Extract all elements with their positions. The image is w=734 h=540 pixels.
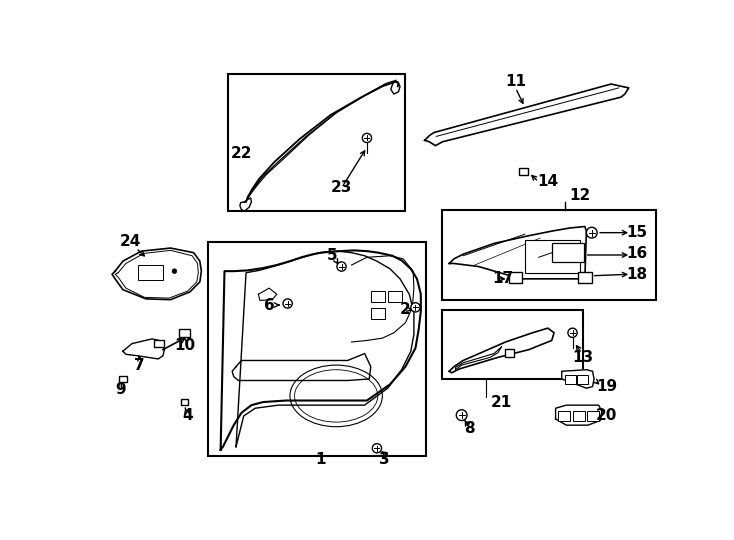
Text: 9: 9 bbox=[115, 382, 126, 397]
Text: 23: 23 bbox=[331, 180, 352, 195]
Text: 24: 24 bbox=[120, 234, 141, 249]
Bar bbox=[208, 242, 426, 456]
Circle shape bbox=[568, 328, 577, 338]
Circle shape bbox=[372, 444, 382, 453]
Polygon shape bbox=[556, 405, 602, 425]
Text: 4: 4 bbox=[182, 408, 193, 423]
Text: 5: 5 bbox=[327, 248, 338, 264]
Circle shape bbox=[172, 269, 177, 273]
Bar bbox=[519, 167, 528, 174]
Bar bbox=[505, 349, 514, 356]
Text: 11: 11 bbox=[505, 74, 526, 89]
Bar bbox=[371, 291, 385, 302]
Polygon shape bbox=[221, 251, 421, 450]
Polygon shape bbox=[562, 370, 594, 388]
Bar bbox=[509, 272, 523, 283]
Text: 6: 6 bbox=[264, 298, 275, 313]
Text: 16: 16 bbox=[627, 246, 648, 261]
Bar bbox=[138, 265, 163, 280]
Circle shape bbox=[363, 133, 371, 143]
Bar bbox=[525, 240, 580, 273]
Circle shape bbox=[283, 299, 292, 308]
Text: 19: 19 bbox=[596, 379, 617, 394]
Text: 12: 12 bbox=[570, 188, 591, 203]
Text: 21: 21 bbox=[491, 395, 512, 409]
Polygon shape bbox=[425, 84, 629, 146]
Polygon shape bbox=[112, 248, 201, 300]
Bar bbox=[228, 74, 405, 211]
Circle shape bbox=[457, 410, 467, 421]
Bar bbox=[565, 375, 575, 384]
Text: 18: 18 bbox=[627, 267, 648, 282]
Polygon shape bbox=[449, 328, 554, 373]
Bar bbox=[587, 410, 600, 421]
Circle shape bbox=[337, 262, 346, 271]
Bar bbox=[552, 244, 584, 262]
Text: 8: 8 bbox=[464, 421, 475, 436]
Bar bbox=[578, 272, 592, 283]
Bar bbox=[154, 340, 164, 347]
Circle shape bbox=[586, 227, 597, 238]
Bar bbox=[371, 308, 385, 319]
Bar bbox=[558, 410, 570, 421]
Bar bbox=[442, 210, 655, 300]
Bar bbox=[179, 329, 190, 336]
Polygon shape bbox=[258, 288, 277, 300]
Bar bbox=[388, 291, 401, 302]
Text: 20: 20 bbox=[596, 408, 617, 423]
Text: 1: 1 bbox=[316, 451, 326, 467]
Text: 13: 13 bbox=[573, 350, 594, 365]
Bar bbox=[442, 309, 583, 379]
Polygon shape bbox=[449, 226, 586, 279]
Circle shape bbox=[411, 303, 420, 312]
Bar bbox=[573, 410, 585, 421]
Polygon shape bbox=[123, 339, 164, 359]
Text: 2: 2 bbox=[399, 302, 410, 317]
Text: 22: 22 bbox=[230, 146, 252, 161]
Bar bbox=[181, 399, 189, 405]
Bar bbox=[577, 375, 588, 384]
Text: 7: 7 bbox=[134, 357, 145, 373]
Text: 3: 3 bbox=[379, 451, 390, 467]
Bar bbox=[119, 376, 127, 382]
Text: 10: 10 bbox=[174, 339, 195, 353]
Text: 15: 15 bbox=[627, 225, 648, 240]
Text: 14: 14 bbox=[537, 174, 559, 190]
Text: 17: 17 bbox=[493, 272, 514, 286]
